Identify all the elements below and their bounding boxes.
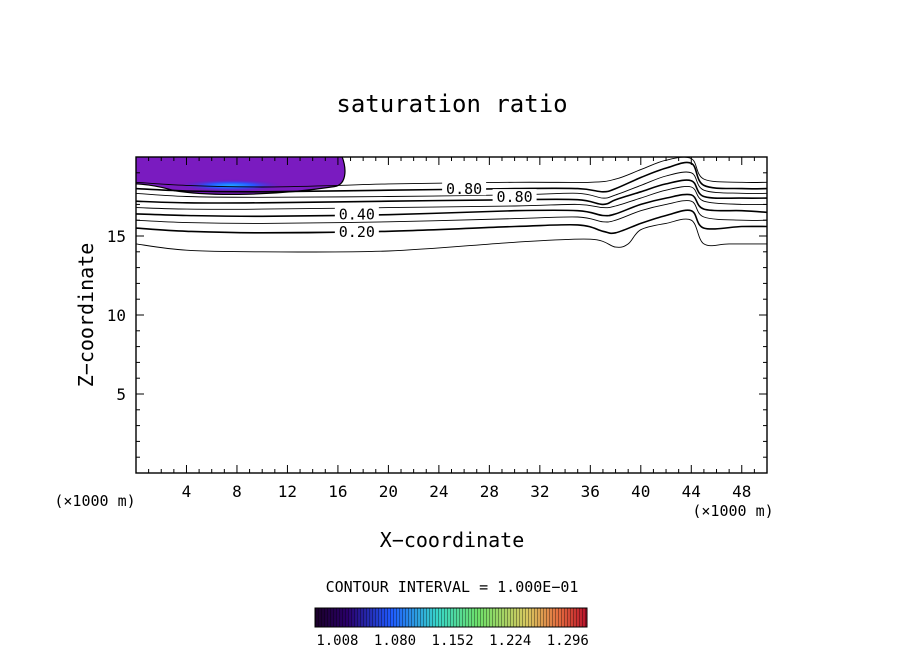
colorbar-frame <box>314 607 588 628</box>
contour-label: 0.80 <box>497 188 533 206</box>
y-tick-label: 5 <box>116 385 126 404</box>
x-tick-label: 28 <box>480 482 499 501</box>
x-unit-left: (×1000 m) <box>54 492 135 510</box>
colorbar-hatch <box>315 608 587 627</box>
contour-label: 0.20 <box>339 223 375 241</box>
plot-frame <box>135 156 768 474</box>
contour-line-0.7 <box>136 171 767 199</box>
x-tick-label: 48 <box>732 482 751 501</box>
colorbar-tick-label: 1.080 <box>374 633 416 649</box>
contour-line-0.5 <box>136 186 767 210</box>
contour-label-bg <box>492 189 537 204</box>
x-tick-label: 12 <box>278 482 297 501</box>
contour-label: 0.80 <box>446 180 482 198</box>
x-unit-right: (×1000 m) <box>692 502 773 520</box>
contour-label-bg <box>334 206 379 221</box>
x-tick-label: 32 <box>530 482 549 501</box>
x-tick-label: 36 <box>581 482 600 501</box>
x-tick-label: 40 <box>631 482 650 501</box>
x-tick-label: 8 <box>232 482 242 501</box>
contour-label: 0.40 <box>339 205 375 223</box>
colorbar-tick-label: 1.008 <box>316 633 358 649</box>
contour-line-0.1 <box>136 218 767 253</box>
contour-line-0.3 <box>136 200 767 224</box>
x-tick-label: 24 <box>429 482 448 501</box>
colorbar-tick-label: 1.152 <box>432 633 474 649</box>
x-tick-label: 20 <box>379 482 398 501</box>
contour-lines <box>136 157 767 253</box>
y-tick-label: 10 <box>107 306 126 325</box>
x-tick-label: 16 <box>328 482 347 501</box>
contour-label-bg <box>442 181 487 196</box>
colorbar-tick-labels: 1.008 1.080 1.152 1.224 1.296 <box>316 633 589 649</box>
chart-title: saturation ratio <box>336 90 567 118</box>
contour-line-0.8 <box>136 161 767 193</box>
contour-label-group: 0.200.40 0.80 0.80 <box>334 180 537 241</box>
colorbar-tick-label: 1.296 <box>547 633 589 649</box>
x-tick-labels: 4 8 12 16 20 24 28 32 36 40 44 48 <box>182 482 752 501</box>
colorbar-tick-label: 1.224 <box>489 633 531 649</box>
contour-interval-text: CONTOUR INTERVAL = 1.000E−01 <box>326 578 579 596</box>
contour-line-0.9 <box>136 157 767 188</box>
y-tick-label: 15 <box>107 227 126 246</box>
x-tick-label: 44 <box>682 482 701 501</box>
axis-ticks <box>136 157 767 473</box>
contour-line-0.4 <box>136 193 767 218</box>
x-tick-label: 4 <box>182 482 192 501</box>
contour-line-0.6 <box>136 179 767 206</box>
contour-line-0.2 <box>136 209 767 235</box>
x-axis-label: X−coordinate <box>380 528 525 552</box>
y-axis-label: Z−coordinate <box>74 243 98 388</box>
contour-label-bg <box>334 223 379 238</box>
supersaturated-core <box>178 179 283 192</box>
colorbar: 1.008 1.080 1.152 1.224 1.296 <box>314 607 589 649</box>
y-tick-labels: 5 10 15 <box>107 227 126 404</box>
